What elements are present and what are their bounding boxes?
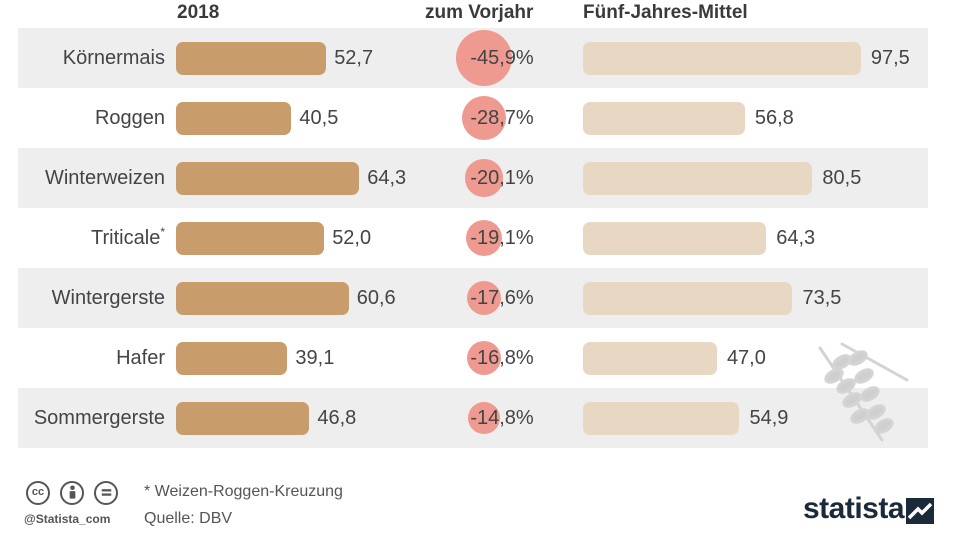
cc-icon: cc	[26, 481, 50, 505]
change-label: -45,9%	[470, 47, 534, 69]
bar-2018	[176, 222, 325, 255]
category-label-text: Hafer	[116, 347, 165, 369]
bar-2018	[176, 42, 327, 75]
change-label: -20,1%	[470, 167, 534, 189]
change-label: -28,7%	[470, 107, 534, 129]
bar-five-year-average	[583, 102, 745, 135]
category-footnote-marker: *	[160, 225, 165, 239]
header-change: zum Vorjahr	[425, 2, 534, 23]
source-note: Quelle: DBV	[144, 510, 233, 527]
change-bubble	[467, 341, 501, 375]
chart-row: Körnermais 52,7 -45,9% 97,5	[18, 28, 928, 88]
change-bubble	[465, 159, 503, 197]
bar-five-year-average	[583, 42, 861, 75]
value-label-five-year-average: 73,5	[802, 287, 842, 309]
value-label-2018: 60,6	[356, 287, 396, 309]
change-bubble	[465, 219, 503, 257]
value-label-2018: 52,7	[334, 47, 374, 69]
category-label-text: Sommergerste	[33, 407, 165, 429]
category-label-text: Winterweizen	[44, 167, 165, 189]
change-bubble	[468, 402, 500, 434]
bar-five-year-average	[583, 402, 740, 435]
value-label-five-year-average: 47,0	[726, 347, 766, 369]
chart-row: Roggen 40,5 -28,7% 56,8	[18, 88, 928, 148]
bar-2018	[176, 282, 349, 315]
chart-row: Triticale* 52,0 -19,1% 64,3	[18, 208, 928, 268]
bar-2018	[176, 102, 292, 135]
value-label-five-year-average: 56,8	[754, 107, 794, 129]
change-bubble	[461, 95, 507, 141]
category-label: Körnermais	[63, 28, 165, 88]
by-icon	[60, 481, 84, 505]
value-label-2018: 64,3	[367, 167, 407, 189]
wheat-icon	[818, 342, 909, 442]
category-label-text: Roggen	[94, 107, 165, 129]
bar-2018	[176, 162, 360, 195]
category-label: Wintergerste	[52, 268, 165, 328]
chart-row: Hafer 39,1 -16,8% 47,0	[18, 328, 928, 388]
category-label-text: Wintergerste	[51, 287, 165, 309]
bar-five-year-average	[583, 162, 813, 195]
header-five-year-average: Fünf-Jahres-Mittel	[583, 2, 748, 23]
header-2018: 2018	[177, 2, 220, 23]
bar-five-year-average	[583, 222, 767, 255]
chart-row: Wintergerste 60,6 -17,6% 73,5	[18, 268, 928, 328]
change-label: -16,8%	[470, 347, 534, 369]
footnote: * Weizen-Roggen-Kreuzung	[144, 483, 343, 500]
category-label: Triticale*	[91, 208, 165, 268]
category-label-text: Körnermais	[62, 47, 165, 69]
change-label: -19,1%	[470, 227, 534, 249]
value-label-2018: 39,1	[295, 347, 335, 369]
bar-five-year-average	[583, 342, 717, 375]
bar-2018	[176, 402, 310, 435]
value-label-five-year-average: 97,5	[870, 47, 910, 69]
bar-2018	[176, 342, 288, 375]
value-label-2018: 46,8	[317, 407, 357, 429]
change-label: -14,8%	[470, 407, 534, 429]
category-label-text: Triticale	[91, 227, 161, 249]
change-bubble	[456, 30, 512, 86]
statista-logo-text: statista	[803, 492, 905, 525]
value-label-five-year-average: 80,5	[822, 167, 862, 189]
statista-logo-icon	[906, 498, 934, 524]
change-bubble	[466, 280, 502, 316]
category-label: Sommergerste	[34, 388, 165, 448]
category-label: Winterweizen	[45, 148, 165, 208]
category-label: Roggen	[95, 88, 165, 148]
bar-five-year-average	[583, 282, 793, 315]
value-label-five-year-average: 54,9	[749, 407, 789, 429]
change-label: -17,6%	[470, 287, 534, 309]
value-label-2018: 52,0	[332, 227, 372, 249]
value-label-five-year-average: 64,3	[776, 227, 816, 249]
value-label-2018: 40,5	[299, 107, 339, 129]
chart-row: Sommergerste 46,8 -14,8% 54,9	[18, 388, 928, 448]
social-handle: @Statista_com	[24, 512, 111, 526]
chart-row: Winterweizen 64,3 -20,1% 80,5	[18, 148, 928, 208]
nd-icon	[94, 481, 118, 505]
category-label: Hafer	[116, 328, 165, 388]
